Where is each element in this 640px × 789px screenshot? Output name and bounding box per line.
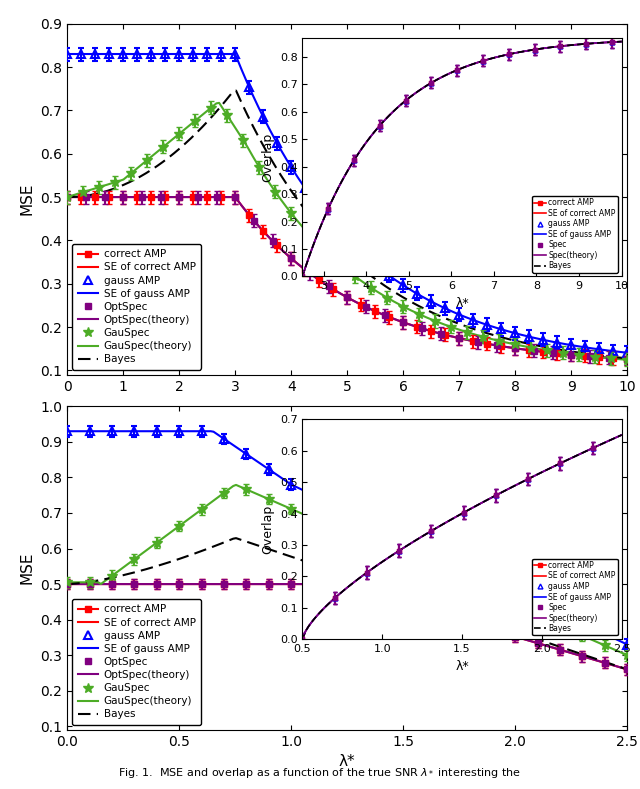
Legend: correct AMP, SE of correct AMP, gauss AMP, SE of gauss AMP, OptSpec, OptSpec(the: correct AMP, SE of correct AMP, gauss AM… — [72, 244, 201, 369]
Y-axis label: MSE: MSE — [20, 552, 35, 585]
Legend: correct AMP, SE of correct AMP, gauss AMP, SE of gauss AMP, OptSpec, OptSpec(the: correct AMP, SE of correct AMP, gauss AM… — [72, 599, 201, 724]
Y-axis label: MSE: MSE — [20, 183, 35, 215]
Text: Fig. 1.  MSE and overlap as a function of the true SNR $\lambda_*$ interesting t: Fig. 1. MSE and overlap as a function of… — [118, 765, 522, 780]
X-axis label: λ*: λ* — [339, 754, 355, 769]
